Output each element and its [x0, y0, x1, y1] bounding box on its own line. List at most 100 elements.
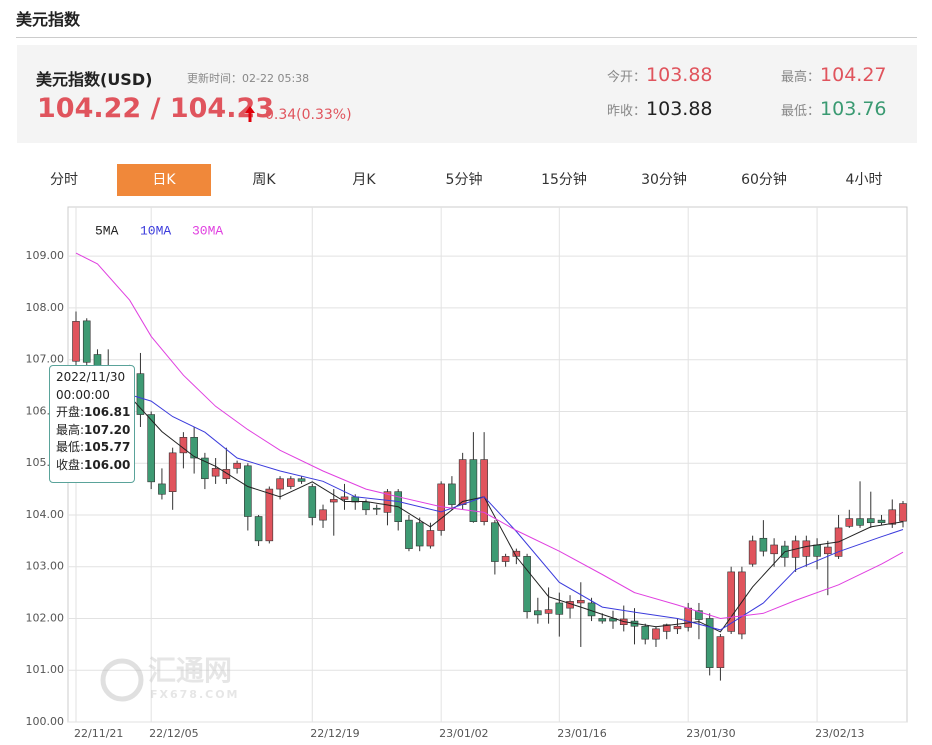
tab[interactable]: 60分钟: [741, 172, 787, 188]
candle-body: [813, 544, 821, 557]
quote-panel: 美元指数(USD) 更新时间：02-22 05:38 104.22 / 104.…: [17, 45, 917, 143]
legend-entry: 30MA: [192, 223, 223, 238]
tooltip-label: 收盘:: [56, 457, 85, 472]
tooltip-value: 106.00: [84, 457, 131, 472]
stat-value: 103.88: [646, 64, 713, 86]
tab[interactable]: 月K: [352, 172, 376, 188]
candle-body: [254, 516, 263, 542]
candle-body: [727, 571, 735, 632]
candle-body: [287, 478, 295, 487]
change: 0.34(0.33%): [265, 107, 352, 123]
x-tick-label: 22/12/19: [310, 727, 359, 740]
candle-body: [233, 462, 241, 469]
candle-body: [190, 437, 198, 459]
candle-body: [372, 507, 381, 510]
candle-body: [652, 628, 660, 640]
candle-body: [491, 522, 499, 562]
candle-body: [555, 602, 564, 615]
candle-body: [523, 556, 531, 613]
tooltip-time: 00:00:00: [56, 387, 110, 402]
y-tick-label: 103.00: [26, 560, 65, 573]
stat-label: 最高：: [781, 70, 821, 85]
y-tick-label: 107.00: [26, 353, 65, 366]
tooltip-row: 开盘:106.81: [56, 404, 134, 422]
candle-body: [319, 509, 327, 521]
stat: 最低：103.76: [781, 98, 887, 120]
candle-body: [448, 483, 456, 505]
candle-body: [802, 540, 811, 557]
candle-body: [222, 469, 231, 480]
x-tick-label: 23/01/16: [557, 727, 606, 740]
tab[interactable]: 15分钟: [541, 172, 587, 188]
candle-body: [662, 624, 671, 632]
y-tick-label: 104.00: [26, 508, 65, 521]
candle-body: [168, 452, 177, 492]
candle-body: [147, 414, 155, 483]
tooltip-label: 最低:: [56, 440, 85, 454]
candle-body: [158, 483, 166, 495]
ma-line: [108, 387, 904, 631]
tab[interactable]: 4小时: [845, 172, 883, 188]
candle-body: [770, 544, 778, 555]
tooltip-row: 最高:107.20: [56, 422, 134, 440]
watermark-logo: [100, 658, 144, 702]
tab[interactable]: 5分钟: [445, 172, 483, 188]
candle-body: [856, 518, 864, 526]
watermark-name: 汇通网: [148, 654, 232, 687]
candle-body: [888, 509, 897, 525]
candle-body: [276, 478, 284, 490]
tooltip-value: 107.20: [84, 422, 131, 437]
candle-body: [576, 600, 585, 604]
candle-body: [405, 519, 413, 549]
price: 104.22 / 104.23: [37, 93, 275, 124]
x-tick-label: 23/01/30: [686, 727, 735, 740]
tooltip-label: 最高:: [56, 422, 85, 437]
candle-body: [244, 465, 252, 517]
tab[interactable]: 周K: [252, 172, 276, 188]
tooltip-value: 106.81: [84, 405, 131, 419]
y-tick-label: 108.00: [26, 301, 65, 314]
y-tick-label: 101.00: [26, 663, 65, 676]
candle-body: [877, 519, 886, 524]
stat-value: 104.27: [820, 64, 887, 86]
candle-body: [759, 537, 768, 552]
tooltip-label: 开盘:: [56, 405, 85, 419]
tooltip-date: 2022/11/30: [56, 370, 126, 384]
page-title: 美元指数: [16, 10, 81, 29]
candle-body: [738, 571, 746, 635]
candle-body: [598, 618, 607, 622]
candle-body: [458, 459, 467, 505]
x-tick-label: 22/11/21: [74, 727, 123, 740]
candle-body: [297, 478, 306, 482]
candle-body: [695, 610, 703, 620]
tab[interactable]: 30分钟: [641, 172, 687, 188]
x-tick-label: 22/12/05: [149, 727, 198, 740]
tooltip-value: 105.77: [84, 440, 131, 454]
stat-label: 今开：: [607, 70, 647, 85]
watermark-site: FX678.COM: [150, 688, 240, 701]
candle-body: [684, 607, 692, 628]
candle-body: [211, 468, 220, 477]
tab[interactable]: 日K: [117, 164, 211, 196]
up-arrow: [245, 106, 255, 122]
candle-body: [544, 609, 553, 614]
candle-body: [845, 518, 854, 527]
stat: 昨收：103.88: [607, 98, 713, 120]
candle-body: [748, 540, 757, 565]
legend-entry: 10MA: [140, 223, 171, 238]
candle-body: [899, 503, 907, 522]
candle-body: [469, 459, 478, 522]
candle-body: [340, 496, 349, 500]
stat-label: 昨收：: [607, 104, 647, 119]
candle-body: [641, 625, 650, 640]
candle-body: [716, 636, 725, 668]
candle-body: [136, 373, 145, 415]
candle-body: [426, 530, 435, 547]
tab[interactable]: 分时: [50, 172, 78, 188]
candle-body: [72, 321, 80, 362]
candle-body: [673, 625, 682, 630]
candle-body: [82, 320, 91, 363]
candle-body: [480, 459, 488, 522]
